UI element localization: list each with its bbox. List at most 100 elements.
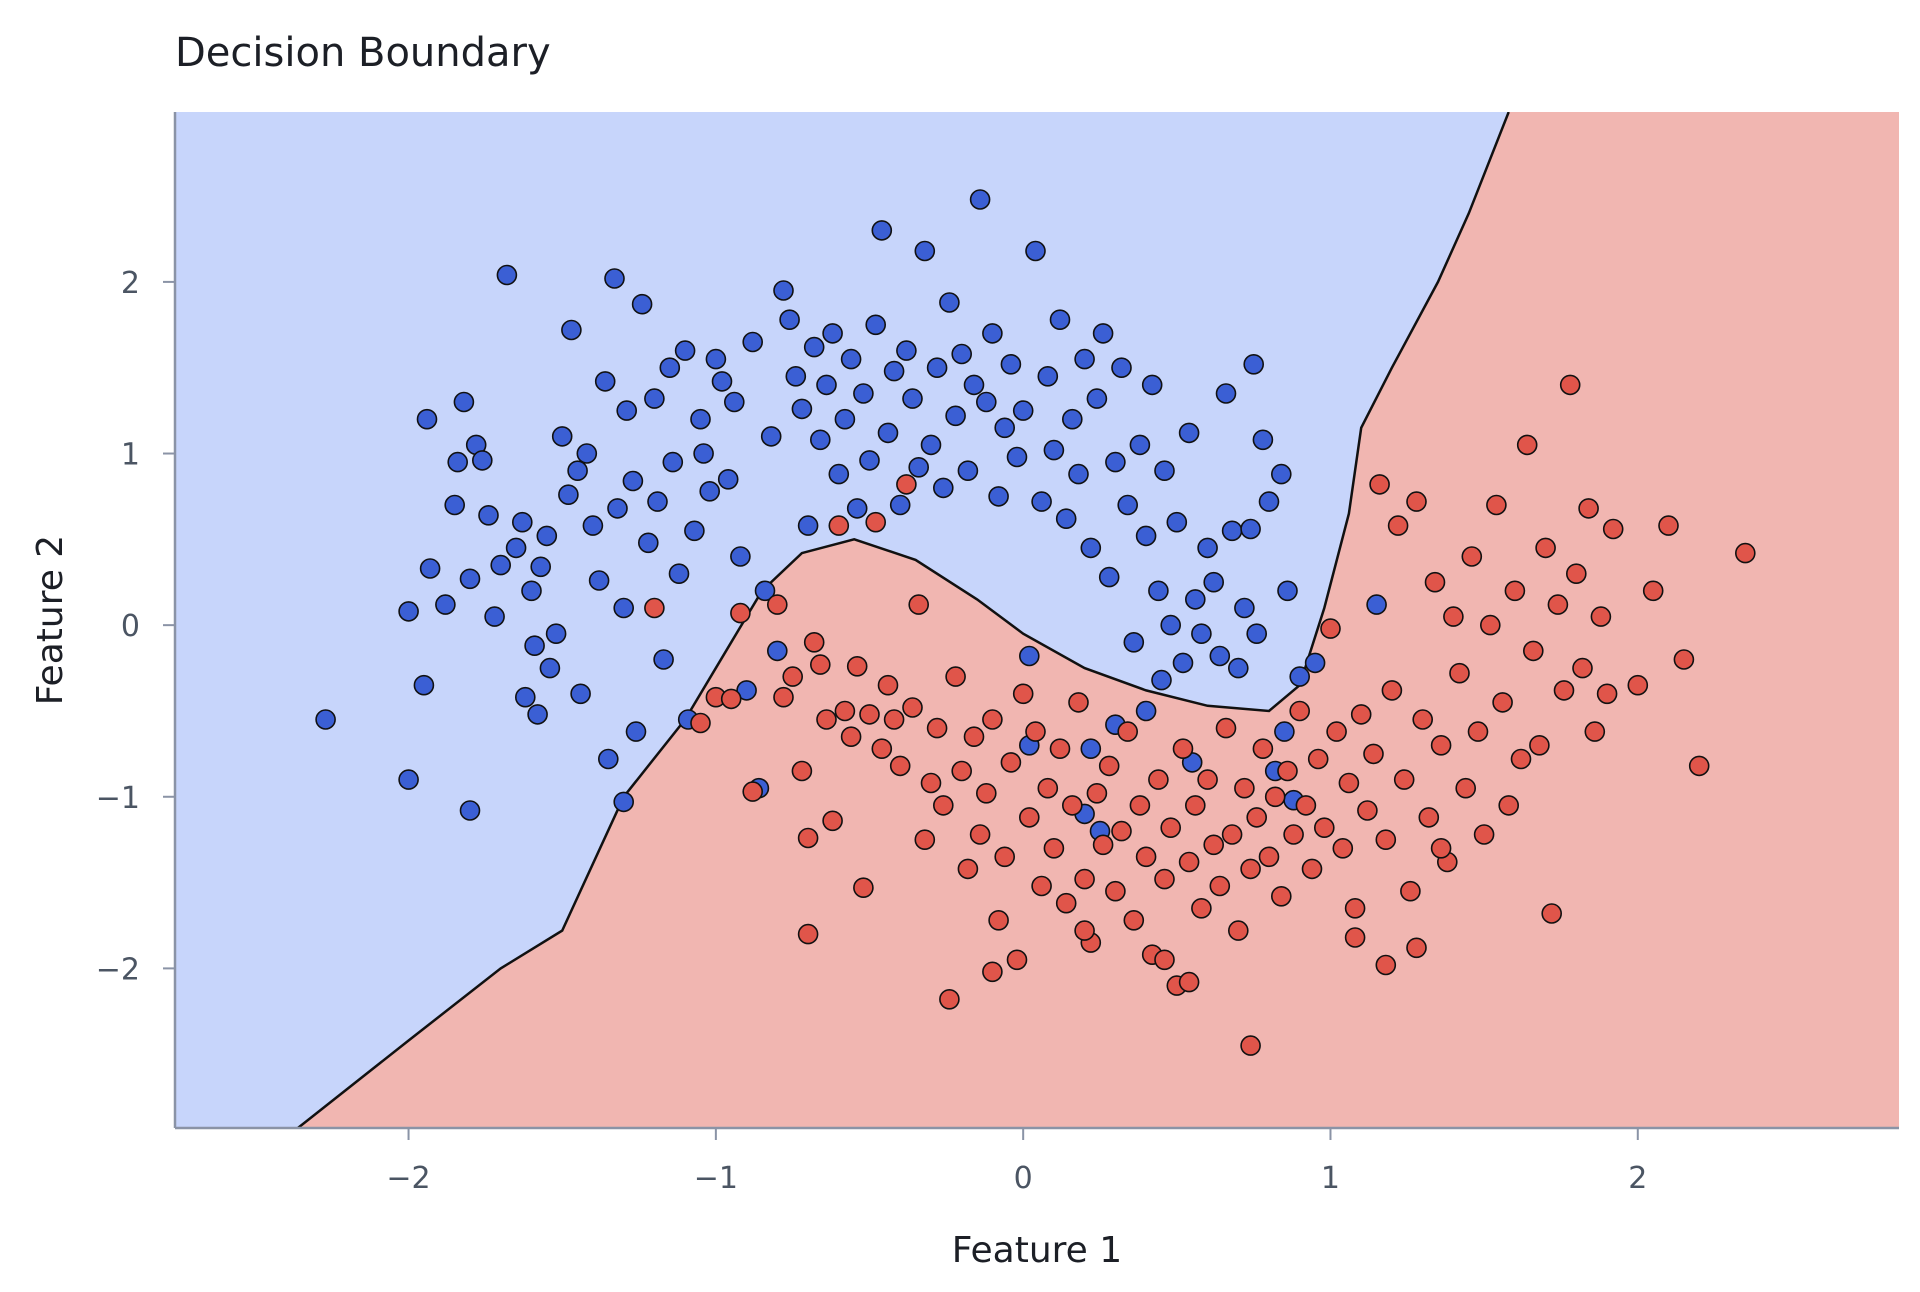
- point-class-0: [809, 429, 831, 451]
- point-class-0: [1025, 240, 1046, 262]
- point-class-1: [1012, 683, 1034, 705]
- point-class-1: [1252, 738, 1274, 760]
- point-class-0: [1031, 491, 1052, 512]
- point-class-0: [570, 683, 591, 705]
- point-class-0: [1141, 374, 1163, 396]
- point-class-0: [1209, 645, 1231, 667]
- point-class-0: [902, 388, 923, 409]
- point-class-1: [1590, 606, 1612, 627]
- point-class-1: [1025, 721, 1046, 742]
- point-class-1: [939, 988, 960, 1010]
- point-class-1: [1400, 880, 1421, 902]
- point-class-0: [1049, 309, 1071, 331]
- point-class-0: [567, 460, 588, 482]
- point-class-0: [625, 721, 647, 742]
- point-class-0: [1006, 446, 1028, 468]
- point-class-1: [1375, 954, 1397, 976]
- point-class-0: [766, 640, 788, 662]
- point-class-1: [1086, 782, 1108, 804]
- point-class-0: [659, 357, 681, 379]
- point-class-1: [883, 709, 905, 730]
- point-class-1: [1553, 680, 1575, 701]
- point-class-0: [631, 293, 653, 315]
- point-class-0: [1234, 597, 1255, 619]
- point-class-0: [1252, 429, 1274, 451]
- point-class-0: [896, 340, 917, 361]
- point-class-1: [773, 686, 794, 708]
- point-class-0: [561, 319, 582, 341]
- point-class-0: [647, 491, 668, 512]
- point-class-0: [471, 450, 493, 471]
- point-class-1: [1578, 498, 1599, 519]
- point-class-0: [1258, 491, 1280, 512]
- point-class-1: [1344, 897, 1366, 919]
- point-class-0: [1160, 614, 1181, 636]
- point-class-0: [914, 240, 936, 262]
- point-class-0: [1098, 566, 1120, 588]
- point-class-0: [315, 709, 336, 730]
- point-class-1: [1049, 738, 1071, 760]
- y-axis-label: Feature 2: [30, 535, 71, 705]
- point-class-0: [803, 336, 825, 358]
- point-class-0: [1243, 353, 1264, 375]
- point-class-1: [1584, 721, 1606, 742]
- point-class-0: [791, 398, 813, 420]
- point-class-1: [1019, 807, 1040, 828]
- point-class-1: [1486, 494, 1507, 516]
- point-class-0: [514, 686, 536, 708]
- point-class-1: [1516, 434, 1538, 456]
- point-class-0: [1197, 537, 1218, 559]
- point-class-1: [1424, 571, 1446, 593]
- point-class-0: [594, 371, 616, 392]
- point-class-1: [1092, 834, 1114, 856]
- point-class-1: [690, 712, 711, 734]
- point-class-0: [1277, 580, 1298, 602]
- point-class-0: [511, 511, 533, 533]
- point-class-1: [1504, 580, 1526, 602]
- region-class-1: [297, 112, 1899, 1128]
- point-class-1: [1658, 515, 1679, 536]
- point-class-0: [674, 340, 696, 361]
- point-class-1: [782, 666, 804, 687]
- point-class-1: [1510, 748, 1532, 770]
- point-class-1: [1363, 743, 1384, 765]
- point-class-1: [926, 717, 948, 739]
- point-class-0: [1123, 631, 1145, 653]
- point-class-0: [908, 456, 930, 478]
- point-class-0: [1105, 451, 1126, 473]
- point-class-0: [1148, 580, 1169, 602]
- point-class-0: [1043, 439, 1065, 461]
- point-class-0: [785, 365, 807, 387]
- point-class-1: [1062, 795, 1083, 816]
- point-class-1: [1123, 909, 1145, 931]
- point-class-1: [982, 961, 1003, 983]
- point-class-1: [1596, 683, 1618, 705]
- point-class-0: [828, 463, 850, 485]
- point-class-0: [398, 601, 419, 622]
- point-class-1: [1228, 920, 1249, 941]
- point-class-1: [853, 877, 874, 899]
- point-class-1: [1031, 875, 1052, 897]
- point-class-1: [1191, 897, 1212, 919]
- point-class-0: [416, 408, 438, 430]
- point-class-0: [1092, 323, 1114, 344]
- y-tick-label: 0: [121, 609, 140, 644]
- point-class-1: [1541, 903, 1562, 924]
- point-class-0: [699, 480, 721, 502]
- point-class-0: [444, 494, 466, 516]
- point-class-1: [902, 697, 923, 718]
- point-class-1: [1418, 807, 1440, 828]
- point-class-0: [859, 450, 880, 471]
- point-class-0: [846, 498, 868, 519]
- point-class-0: [982, 323, 1003, 344]
- x-tick-label: 0: [1014, 1161, 1033, 1196]
- point-class-0: [840, 348, 862, 370]
- point-class-1: [1673, 649, 1695, 670]
- point-class-1: [1283, 824, 1304, 845]
- point-class-0: [693, 443, 714, 464]
- point-class-0: [530, 556, 552, 578]
- x-tick-label: 1: [1321, 1161, 1340, 1196]
- point-class-1: [963, 726, 985, 748]
- point-class-1: [1178, 851, 1200, 873]
